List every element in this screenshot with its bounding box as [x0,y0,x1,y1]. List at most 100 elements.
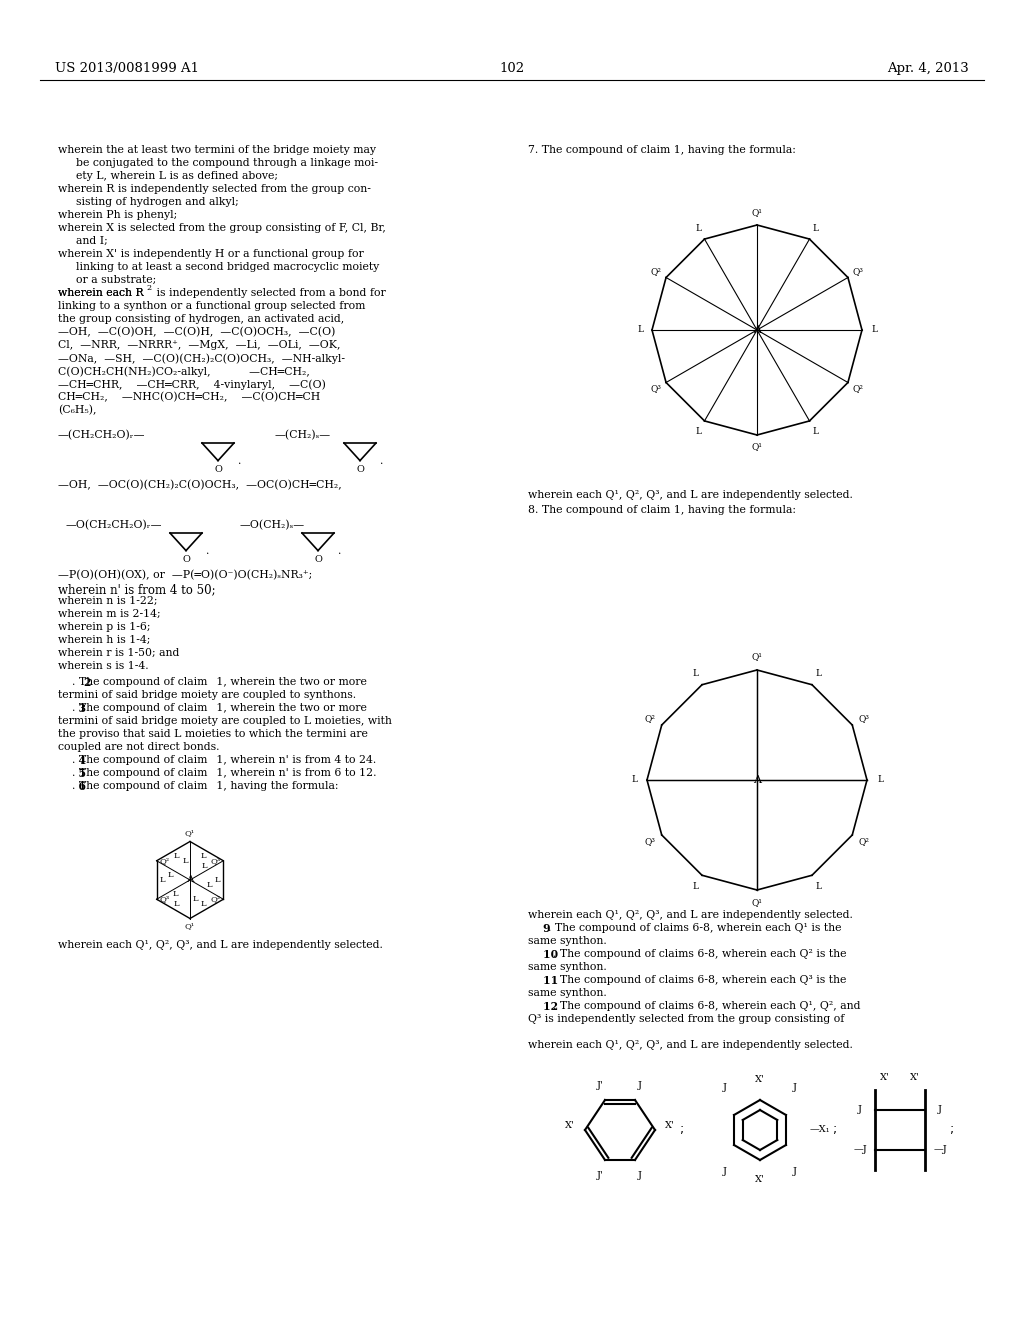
Text: and I;: and I; [76,236,108,246]
Text: Q²: Q² [858,837,869,846]
Text: the group consisting of hydrogen, an activated acid,: the group consisting of hydrogen, an act… [58,314,344,323]
Text: J: J [638,1081,642,1089]
Text: L: L [812,224,818,234]
Text: ;: ; [833,1123,838,1137]
Text: be conjugated to the compound through a linkage moi-: be conjugated to the compound through a … [76,158,378,168]
Text: —O(CH₂CH₂O)ᵣ—: —O(CH₂CH₂O)ᵣ— [66,520,163,531]
Text: Q³: Q³ [650,384,662,393]
Text: X': X' [910,1073,920,1082]
Text: Q¹: Q¹ [752,899,763,908]
Text: X': X' [755,1076,765,1085]
Text: J: J [723,1084,727,1093]
Text: 5: 5 [58,768,86,779]
Text: L: L [695,224,701,234]
Text: coupled are not direct bonds.: coupled are not direct bonds. [58,742,219,752]
Text: Q¹: Q¹ [185,923,195,931]
Text: Q³: Q³ [210,857,220,865]
Text: Q¹: Q¹ [185,829,195,837]
Text: 7. The compound of claim 1, having the formula:: 7. The compound of claim 1, having the f… [528,145,796,154]
Text: Q³ is independently selected from the group consisting of: Q³ is independently selected from the gr… [528,1014,845,1024]
Text: wherein the at least two termini of the bridge moiety may: wherein the at least two termini of the … [58,145,376,154]
Text: L: L [173,900,179,908]
Text: A: A [753,775,761,785]
Text: Q³: Q³ [858,714,869,723]
Text: . The compound of claims 6-8, wherein each Q¹, Q², and: . The compound of claims 6-8, wherein ea… [553,1001,860,1011]
Text: O: O [356,465,364,474]
Text: 2: 2 [146,284,152,292]
Text: wherein R is independently selected from the group con-: wherein R is independently selected from… [58,183,371,194]
Text: . The compound of claim  1, wherein the two or more: . The compound of claim 1, wherein the t… [72,704,367,713]
Text: 102: 102 [500,62,524,75]
Text: L: L [815,882,821,891]
Text: ;: ; [680,1123,684,1137]
Text: wherein each R: wherein each R [58,288,143,298]
Text: J: J [723,1167,727,1176]
Text: ;: ; [950,1123,954,1137]
Text: Q¹: Q¹ [752,442,763,451]
Text: Q¹: Q¹ [752,209,763,218]
Text: X': X' [755,1176,765,1184]
Text: 10: 10 [528,949,558,960]
Text: —(CH₂)ₛ—: —(CH₂)ₛ— [275,430,331,441]
Text: 9: 9 [528,923,551,935]
Text: Q²: Q² [650,267,662,276]
Text: L: L [871,326,877,334]
Text: termini of said bridge moiety are coupled to synthons.: termini of said bridge moiety are couple… [58,690,356,700]
Text: L: L [173,853,179,861]
Text: 6: 6 [58,781,86,792]
Text: L: L [631,776,637,784]
Text: L: L [173,890,178,898]
Text: Q²: Q² [210,895,220,903]
Text: same synthon.: same synthon. [528,936,607,946]
Text: L: L [695,426,701,436]
Text: .: . [206,546,209,556]
Text: Q²: Q² [645,714,656,723]
Text: J: J [938,1106,942,1114]
Text: Q³: Q³ [853,267,864,276]
Text: sisting of hydrogen and alkyl;: sisting of hydrogen and alkyl; [76,197,239,207]
Text: O: O [314,554,322,564]
Text: X': X' [880,1073,890,1082]
Text: . The compound of claims 6-8, wherein each Q² is the: . The compound of claims 6-8, wherein ea… [553,949,847,960]
Text: J: J [793,1167,797,1176]
Text: L: L [692,882,698,891]
Text: L: L [207,882,212,890]
Text: US 2013/0081999 A1: US 2013/0081999 A1 [55,62,199,75]
Text: same synthon.: same synthon. [528,962,607,972]
Text: A: A [753,325,761,335]
Text: X': X' [565,1121,574,1130]
Text: (C₆H₅),: (C₆H₅), [58,405,96,416]
Text: . The compound of claim  1, wherein the two or more: . The compound of claim 1, wherein the t… [72,677,367,686]
Text: . The compound of claim  1, wherein n' is from 6 to 12.: . The compound of claim 1, wherein n' is… [72,768,377,777]
Text: Q³: Q³ [645,837,656,846]
Text: or a substrate;: or a substrate; [76,275,157,285]
Text: 2: 2 [58,677,91,688]
Text: wherein X is selected from the group consisting of F, Cl, Br,: wherein X is selected from the group con… [58,223,386,234]
Text: same synthon.: same synthon. [528,987,607,998]
Text: —J: —J [853,1146,867,1155]
Text: wherein r is 1-50; and: wherein r is 1-50; and [58,648,179,657]
Text: L: L [637,326,643,334]
Text: J': J' [597,1081,603,1089]
Text: wherein Ph is phenyl;: wherein Ph is phenyl; [58,210,177,220]
Text: L: L [201,853,207,861]
Text: X': X' [666,1121,675,1130]
Text: wherein n' is from 4 to 50;: wherein n' is from 4 to 50; [58,583,216,597]
Text: —CH═CHR,    —CH═CRR,    4-vinylaryl,    —C(O): —CH═CHR, —CH═CRR, 4-vinylaryl, —C(O) [58,379,326,389]
Text: Q²: Q² [160,857,170,865]
Text: . The compound of claim  1, wherein n' is from 4 to 24.: . The compound of claim 1, wherein n' is… [72,755,376,766]
Text: —P(O)(OH)(OX), or  —P(═O)(O⁻)O(CH₂)ₛNR₃⁺;: —P(O)(OH)(OX), or —P(═O)(O⁻)O(CH₂)ₛNR₃⁺; [58,570,312,581]
Text: wherein m is 2-14;: wherein m is 2-14; [58,609,161,619]
Text: 3: 3 [58,704,86,714]
Text: linking to at least a second bridged macrocyclic moiety: linking to at least a second bridged mac… [76,261,379,272]
Text: 8. The compound of claim 1, having the formula:: 8. The compound of claim 1, having the f… [528,506,796,515]
Text: is independently selected from a bond for: is independently selected from a bond fo… [153,288,386,298]
Text: L: L [812,426,818,436]
Text: L: L [877,776,883,784]
Text: —ONa,  —SH,  —C(O)(CH₂)₂C(O)OCH₃,  —NH-alkyl-: —ONa, —SH, —C(O)(CH₂)₂C(O)OCH₃, —NH-alky… [58,352,345,363]
Text: O: O [182,554,189,564]
Text: the proviso that said L moieties to which the termini are: the proviso that said L moieties to whic… [58,729,368,739]
Text: —O(CH₂)ₛ—: —O(CH₂)ₛ— [240,520,305,531]
Text: L: L [160,876,166,884]
Text: Q³: Q³ [160,895,170,903]
